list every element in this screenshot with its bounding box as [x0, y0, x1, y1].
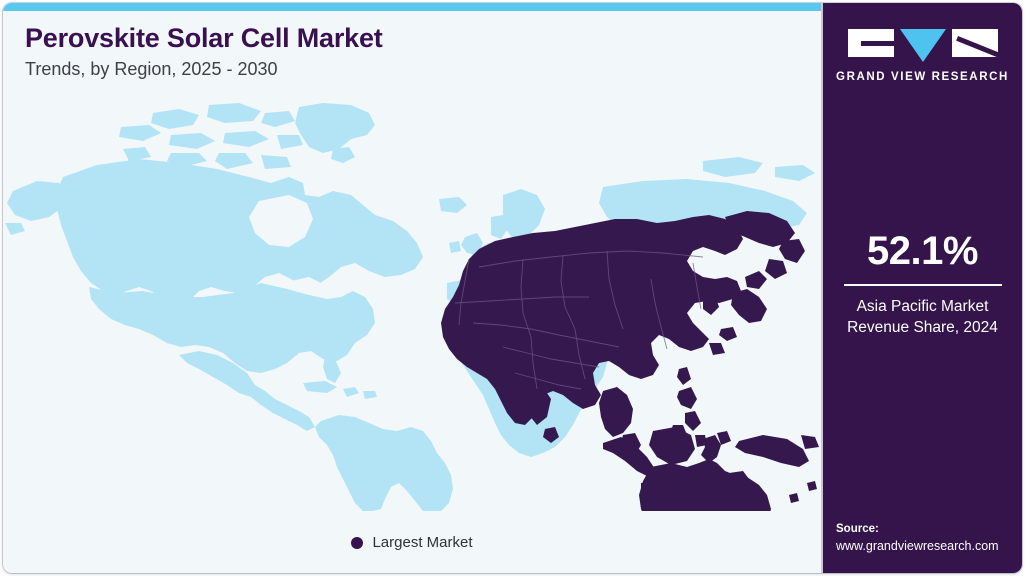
source-label: Source:: [836, 523, 879, 536]
stat-divider: [843, 284, 1002, 286]
page-title: Perovskite Solar Cell Market: [25, 23, 383, 53]
page-subtitle: Trends, by Region, 2025 - 2030: [25, 59, 278, 80]
world-map-svg: [3, 91, 821, 511]
stat-caption-line-1: Asia Pacific Market: [856, 298, 989, 315]
stat-highlight: 52.1% Asia Pacific Market Revenue Share,…: [823, 231, 1022, 339]
map-country-borders: [454, 250, 704, 390]
map-legend: Largest Market: [3, 535, 821, 550]
map-panel: Perovskite Solar Cell Market Trends, by …: [3, 3, 821, 573]
stat-caption-line-2: Revenue Share, 2024: [847, 318, 998, 336]
sidebar-divider: [821, 3, 823, 573]
logo-wordmark: GRAND VIEW RESEARCH: [836, 71, 1009, 83]
source-url[interactable]: www.grandviewresearch.com: [836, 539, 999, 554]
map-region-asia-pacific: [441, 211, 819, 511]
legend-label: Largest Market: [372, 534, 473, 551]
brand-logo: GRAND VIEW RESEARCH: [823, 29, 1022, 83]
top-accent-bar: [3, 3, 821, 11]
logo-letter-g-icon: [847, 29, 894, 57]
stat-caption: Asia Pacific Market Revenue Share, 2024: [823, 297, 1022, 339]
largest-market-dot-icon: [351, 536, 364, 549]
world-map: [3, 91, 821, 511]
header: Perovskite Solar Cell Market Trends, by …: [25, 23, 785, 80]
source-block: Source: www.grandviewresearch.com: [836, 521, 1022, 555]
infographic-card: Perovskite Solar Cell Market Trends, by …: [3, 3, 1022, 573]
logo-marks: [847, 29, 998, 62]
stat-value: 52.1%: [867, 229, 978, 273]
logo-letter-r-icon: [951, 29, 998, 57]
logo-letter-v-icon: [899, 29, 946, 62]
stat-sidebar: GRAND VIEW RESEARCH 52.1% Asia Pacific M…: [823, 3, 1022, 573]
